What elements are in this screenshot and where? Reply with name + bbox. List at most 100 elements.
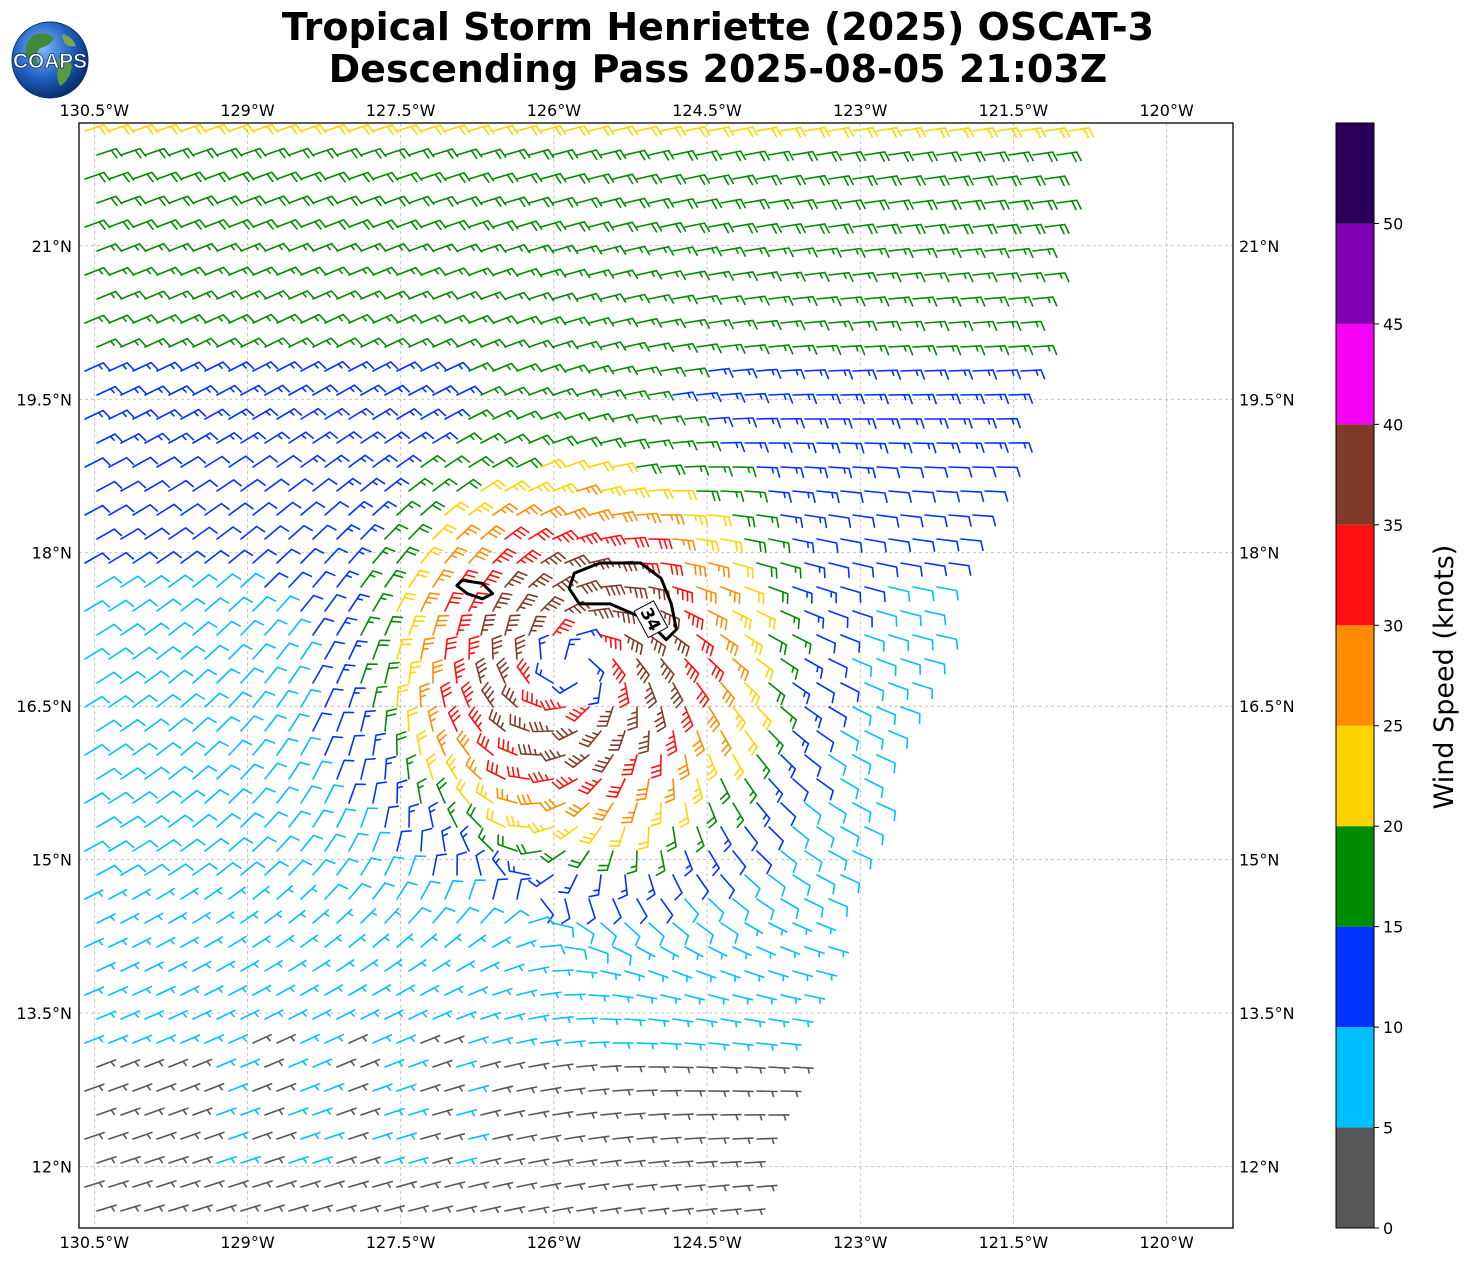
wind-barb — [436, 777, 447, 804]
wind-barb — [1044, 175, 1070, 187]
wind-barb — [816, 538, 839, 554]
wind-barb — [432, 853, 448, 876]
wind-barb — [696, 970, 717, 983]
coaps-logo: COAPS — [11, 21, 89, 99]
wind-barb — [120, 912, 140, 924]
wind-barb — [240, 478, 266, 492]
wind-barb — [288, 290, 315, 300]
wind-barb — [384, 1107, 405, 1116]
wind-barb — [192, 668, 217, 684]
wind-barb — [228, 219, 255, 230]
colorbar-tick-label: 45 — [1383, 315, 1403, 334]
wind-barb — [468, 1181, 490, 1189]
wind-barb — [264, 195, 291, 206]
wind-barb — [864, 538, 887, 553]
wind-barb — [420, 501, 445, 516]
wind-barb — [432, 385, 459, 396]
wind-barb — [720, 826, 732, 853]
wind-barb — [540, 1134, 562, 1142]
wind-barb — [144, 527, 170, 540]
wind-barb — [144, 432, 171, 444]
wind-barb — [828, 126, 854, 138]
wind-barb — [264, 1107, 285, 1116]
wind-barb — [132, 551, 158, 564]
wind-barb — [576, 628, 603, 639]
wind-barb — [816, 150, 842, 162]
wind-barb — [1008, 296, 1034, 307]
lon-tick-label-top: 130.5°W — [60, 101, 130, 120]
wind-barb — [612, 1136, 634, 1143]
wind-barb — [648, 246, 675, 256]
wind-barb — [504, 571, 528, 588]
wind-barb — [888, 199, 914, 211]
wind-barb — [336, 664, 356, 684]
wind-barb — [228, 123, 255, 135]
wind-barb — [180, 266, 207, 276]
wind-barb — [816, 634, 836, 654]
wind-barb — [600, 1159, 622, 1167]
wind-barb — [816, 247, 842, 258]
wind-barb — [1056, 199, 1082, 211]
wind-barb — [780, 514, 804, 529]
wind-barb — [864, 345, 890, 356]
wind-barb — [984, 393, 1010, 405]
wind-barb — [528, 292, 555, 302]
wind-barb — [276, 123, 303, 135]
wind-barb — [468, 124, 495, 136]
wind-barb — [660, 366, 686, 377]
wind-barb — [108, 266, 135, 276]
wind-barb — [636, 994, 658, 1004]
wind-barb — [216, 1204, 237, 1212]
wind-barb — [324, 1131, 345, 1140]
wind-barb — [288, 959, 307, 972]
wind-barb — [707, 706, 721, 733]
wind-barb — [444, 879, 464, 900]
wind-barb — [132, 1131, 153, 1140]
wind-barb — [564, 221, 591, 232]
wind-barb — [528, 196, 555, 208]
wind-barb — [780, 754, 797, 779]
wind-barb — [612, 365, 639, 376]
wind-barb — [648, 922, 665, 946]
wind-barb — [84, 1034, 105, 1044]
wind-barb — [180, 361, 207, 372]
wind-barb — [144, 1058, 165, 1068]
wind-barb — [408, 477, 434, 492]
wind-barb — [672, 1066, 694, 1074]
wind-barb — [756, 271, 782, 282]
wind-barb — [756, 319, 782, 331]
wind-barb — [372, 124, 399, 135]
wind-barb — [459, 825, 470, 852]
wind-barb — [684, 1184, 706, 1192]
wind-barb — [792, 295, 818, 307]
wind-barb — [312, 959, 331, 972]
wind-barb — [912, 442, 937, 454]
wind-barb — [768, 826, 784, 851]
wind-barb — [168, 337, 195, 348]
wind-barb — [420, 267, 447, 276]
wind-barb — [672, 1207, 694, 1215]
wind-barb — [612, 413, 639, 424]
wind-barb — [504, 1109, 526, 1118]
wind-barb — [551, 727, 578, 741]
wind-barb — [336, 959, 355, 972]
wind-barb — [504, 1013, 526, 1021]
wind-barb — [660, 318, 687, 329]
wind-barb — [384, 523, 409, 540]
wind-barb — [672, 489, 697, 501]
wind-barb — [156, 1131, 177, 1140]
wind-barb — [288, 242, 315, 252]
wind-barb — [696, 682, 710, 708]
wind-barb — [480, 1060, 502, 1069]
plot-title: Tropical Storm Henriette (2025) OSCAT-3 … — [180, 6, 1256, 90]
wind-barb — [264, 1009, 284, 1020]
lat-tick-label-left: 12°N — [32, 1158, 72, 1177]
wind-barb — [780, 320, 806, 331]
wind-barb — [684, 562, 707, 578]
wind-barb — [648, 1207, 670, 1215]
wind-barb — [972, 320, 998, 331]
wind-barb — [240, 384, 267, 396]
wind-barb — [168, 147, 195, 159]
wind-barb — [792, 1018, 814, 1028]
